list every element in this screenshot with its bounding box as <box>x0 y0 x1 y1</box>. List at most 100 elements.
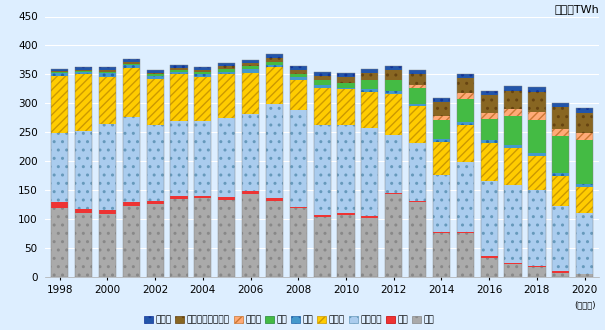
Bar <box>480 257 498 277</box>
Bar <box>290 208 307 277</box>
Bar <box>75 72 92 75</box>
Bar <box>290 110 307 207</box>
Bar <box>552 129 569 136</box>
Bar <box>505 116 522 145</box>
Bar <box>457 122 474 125</box>
Bar <box>480 143 498 181</box>
Bar <box>528 266 546 267</box>
Bar <box>552 174 569 177</box>
Bar <box>99 77 116 124</box>
Bar <box>266 104 283 198</box>
Bar <box>409 202 426 277</box>
Bar <box>528 156 546 190</box>
Bar <box>457 99 474 122</box>
Bar <box>385 91 402 94</box>
Bar <box>218 66 235 69</box>
Bar <box>123 59 140 62</box>
Bar <box>75 209 92 214</box>
Bar <box>123 203 140 206</box>
Bar <box>171 196 188 199</box>
Bar <box>457 125 474 162</box>
Bar <box>146 204 164 277</box>
Bar <box>528 153 546 156</box>
Bar <box>146 75 164 76</box>
Bar <box>552 273 569 277</box>
Bar <box>433 98 450 102</box>
Bar <box>171 68 188 70</box>
Bar <box>313 85 331 88</box>
Bar <box>480 113 498 119</box>
Bar <box>576 274 594 277</box>
Bar <box>146 76 164 79</box>
Bar <box>433 232 450 233</box>
Bar <box>218 63 235 66</box>
Bar <box>51 76 68 133</box>
Bar <box>99 73 116 77</box>
Bar <box>385 94 402 135</box>
Bar <box>361 73 379 80</box>
Bar <box>433 120 450 139</box>
Bar <box>146 125 164 201</box>
Bar <box>528 87 546 92</box>
Bar <box>218 69 235 72</box>
Bar <box>576 113 594 133</box>
Bar <box>338 214 355 215</box>
Bar <box>385 80 402 91</box>
Bar <box>552 136 569 174</box>
Bar <box>576 213 594 274</box>
Bar <box>99 70 116 72</box>
Bar <box>505 91 522 109</box>
Bar <box>51 133 68 203</box>
Bar <box>409 74 426 85</box>
Bar <box>505 263 522 264</box>
Bar <box>266 58 283 62</box>
Bar <box>266 198 283 201</box>
Bar <box>146 79 164 125</box>
Bar <box>266 54 283 58</box>
Bar <box>290 207 307 208</box>
Bar <box>505 109 522 116</box>
Bar <box>361 128 379 216</box>
Bar <box>480 119 498 141</box>
Bar <box>218 75 235 118</box>
Bar <box>218 72 235 75</box>
Bar <box>409 106 426 143</box>
Bar <box>338 215 355 277</box>
Bar <box>385 66 402 70</box>
Bar <box>194 67 212 70</box>
Bar <box>385 135 402 193</box>
Bar <box>146 73 164 75</box>
Bar <box>51 72 68 73</box>
Bar <box>457 78 474 93</box>
Bar <box>290 77 307 80</box>
Bar <box>266 62 283 65</box>
Bar <box>290 80 307 110</box>
Bar <box>171 65 188 68</box>
Bar <box>146 201 164 204</box>
Bar <box>99 124 116 210</box>
Bar <box>409 70 426 74</box>
Bar <box>361 80 379 89</box>
Bar <box>242 194 259 277</box>
Bar <box>146 70 164 73</box>
Bar <box>75 70 92 71</box>
Bar <box>528 267 546 277</box>
Bar <box>528 190 546 266</box>
Bar <box>123 117 140 203</box>
Bar <box>313 217 331 277</box>
Bar <box>505 86 522 91</box>
Bar <box>480 91 498 95</box>
Bar <box>171 72 188 75</box>
Bar <box>51 73 68 76</box>
Bar <box>457 93 474 99</box>
Bar <box>171 121 188 196</box>
Bar <box>433 139 450 142</box>
Bar <box>457 74 474 78</box>
Bar <box>385 70 402 80</box>
Bar <box>266 65 283 67</box>
Bar <box>480 95 498 113</box>
Bar <box>99 72 116 73</box>
Bar <box>313 72 331 76</box>
Bar <box>194 196 212 198</box>
Bar <box>576 108 594 113</box>
